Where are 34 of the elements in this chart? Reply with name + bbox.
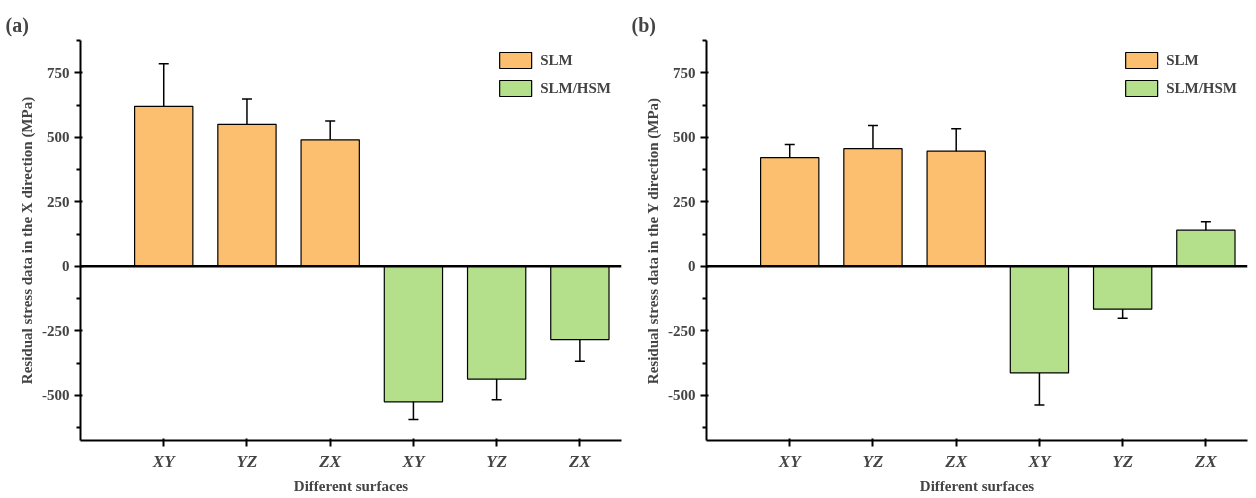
legend-label: SLM/HSM [540, 79, 611, 97]
y-tick-label: -250 [42, 322, 70, 339]
y-tick-label: 500 [673, 129, 696, 146]
x-tick-label: XY [151, 451, 177, 471]
x-tick-label: XY [1027, 451, 1052, 471]
y-tick-label: 250 [47, 193, 70, 210]
y-tick-label: -500 [42, 387, 70, 404]
x-tick-label: YZ [862, 451, 884, 471]
legend-label: SLM [1166, 51, 1199, 69]
x-tick-label: XY [777, 451, 803, 471]
y-tick-label: 500 [47, 129, 70, 146]
x-tick-label: ZX [318, 451, 342, 471]
legend-label: SLM/HSM [1166, 79, 1237, 97]
y-axis-title: Residual stress data in the Y direction (MPa) [645, 97, 662, 385]
y-tick-label: 750 [47, 64, 70, 81]
x-tick-label: ZX [944, 451, 968, 471]
x-tick-label: ZX [1194, 451, 1218, 471]
x-tick-label: YZ [1112, 451, 1134, 471]
y-tick-label: 0 [62, 258, 70, 275]
chart-title: (b) [631, 13, 656, 37]
x-axis-title: Different surfaces [919, 477, 1035, 494]
y-tick-label: -250 [668, 322, 696, 339]
x-tick-label: YZ [236, 451, 258, 471]
y-tick-label: 0 [688, 258, 696, 275]
x-tick-label: XY [401, 451, 426, 471]
x-axis-title: Different surfaces [293, 477, 409, 494]
x-tick-label: YZ [486, 451, 508, 471]
chart-title: (a) [5, 13, 29, 37]
y-tick-label: 250 [673, 193, 696, 210]
y-tick-label: 750 [673, 64, 696, 81]
y-tick-label: -500 [668, 387, 696, 404]
y-axis-title: Residual stress data in the X direction (MPa) [19, 96, 36, 385]
x-tick-label: ZX [568, 451, 592, 471]
legend-label: SLM [540, 51, 573, 69]
